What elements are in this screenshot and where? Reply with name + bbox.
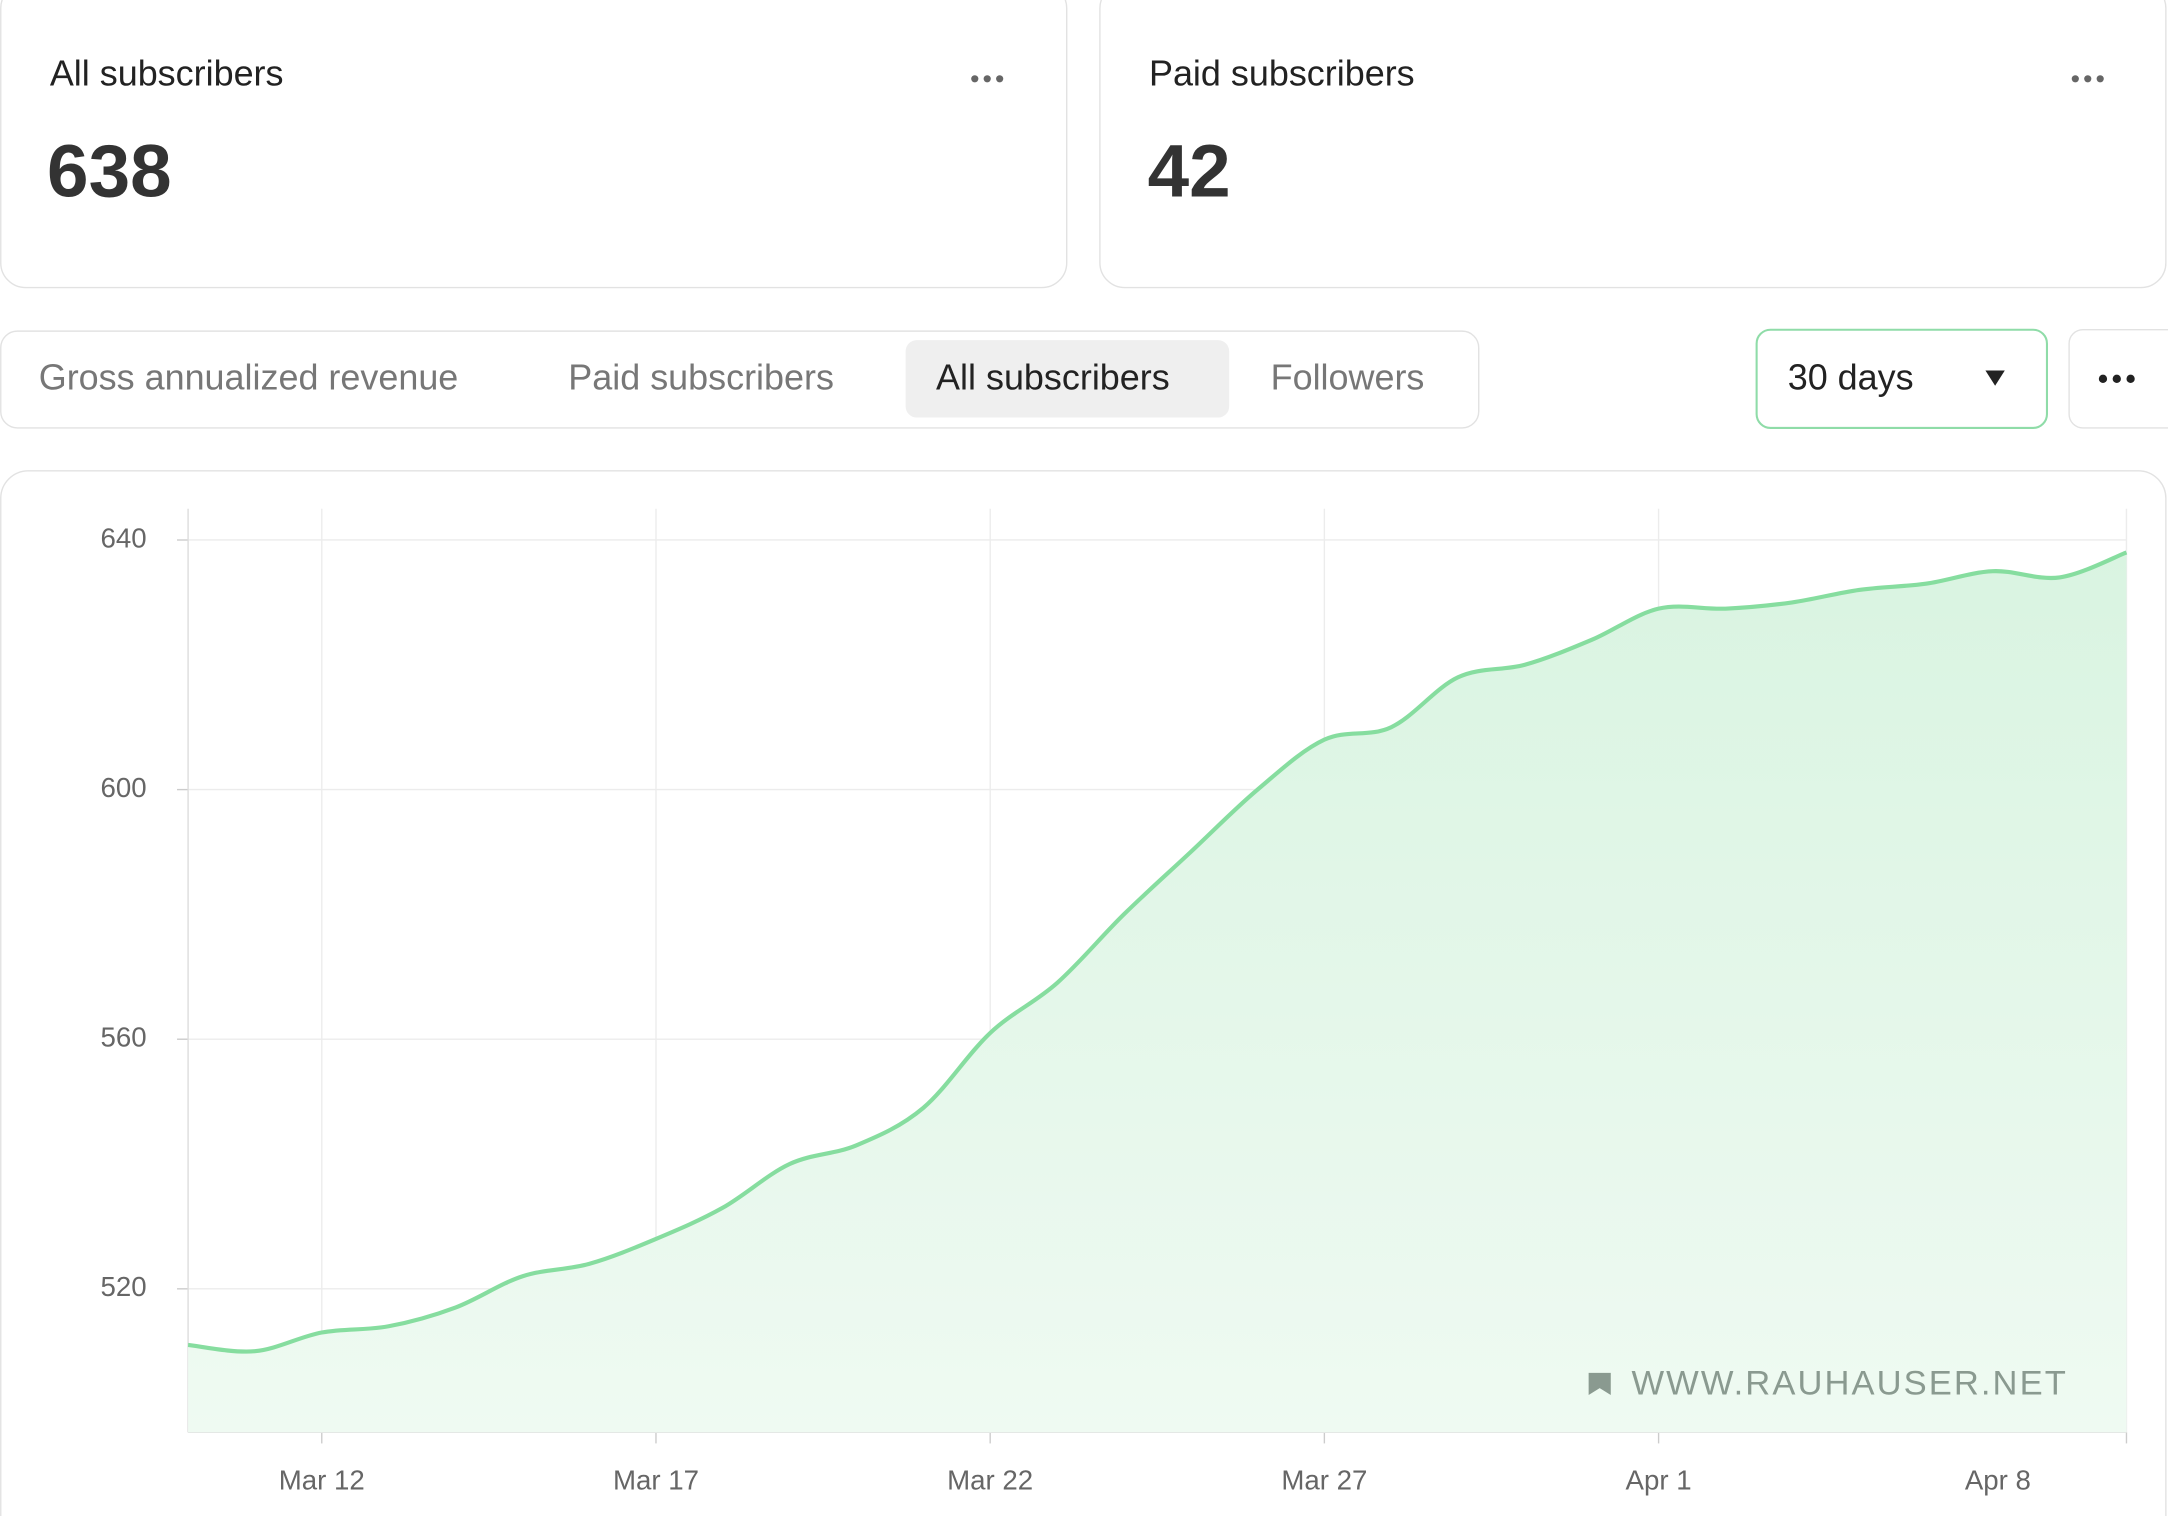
card-title: All subscribers: [50, 53, 284, 94]
chart: 520 560 600 640 Mar 12 Mar 17 Mar 22 Mar 27 Apr …: [100, 508, 2128, 1495]
watermark-icon: [1588, 1372, 1611, 1396]
line: [187, 550, 2128, 1354]
tab[interactable]: All subscribers: [936, 357, 1170, 398]
x-tick-label: Mar 12: [279, 1464, 365, 1495]
x-tick-label: Mar 17: [613, 1464, 699, 1495]
card: [0, 0, 1068, 289]
card-menu[interactable]: [971, 75, 1004, 83]
y-tick-label: 560: [100, 1022, 146, 1053]
card-value: 638: [47, 129, 172, 213]
y-tick-label: 640: [100, 522, 146, 553]
tab-active-bg: [905, 340, 1230, 418]
area: [188, 552, 2127, 1433]
card-title: Paid subscribers: [1149, 53, 1415, 94]
watermark: WWW.RAUHAUSER.NET: [1632, 1364, 2068, 1402]
card-menu[interactable]: [2071, 75, 2104, 83]
more-icon: [2098, 374, 2135, 383]
dropdown-arrow: [1985, 370, 2005, 386]
card: [1099, 0, 2167, 289]
x-tick-label: Mar 27: [1281, 1464, 1367, 1495]
tab[interactable]: Paid subscribers: [568, 357, 834, 398]
tab[interactable]: Gross annualized revenue: [39, 357, 459, 398]
range-dropdown[interactable]: [1755, 328, 2049, 429]
y-tick-label: 520: [100, 1271, 146, 1302]
y-tick-label: 600: [100, 772, 146, 803]
x-tick-label: Apr 1: [1626, 1464, 1692, 1495]
x-tick-label: Mar 22: [947, 1464, 1033, 1495]
tab[interactable]: Followers: [1271, 357, 1425, 398]
range-label: 30 days: [1788, 357, 1914, 398]
card-value: 42: [1148, 129, 1231, 213]
x-tick-label: Apr 8: [1965, 1464, 2031, 1495]
